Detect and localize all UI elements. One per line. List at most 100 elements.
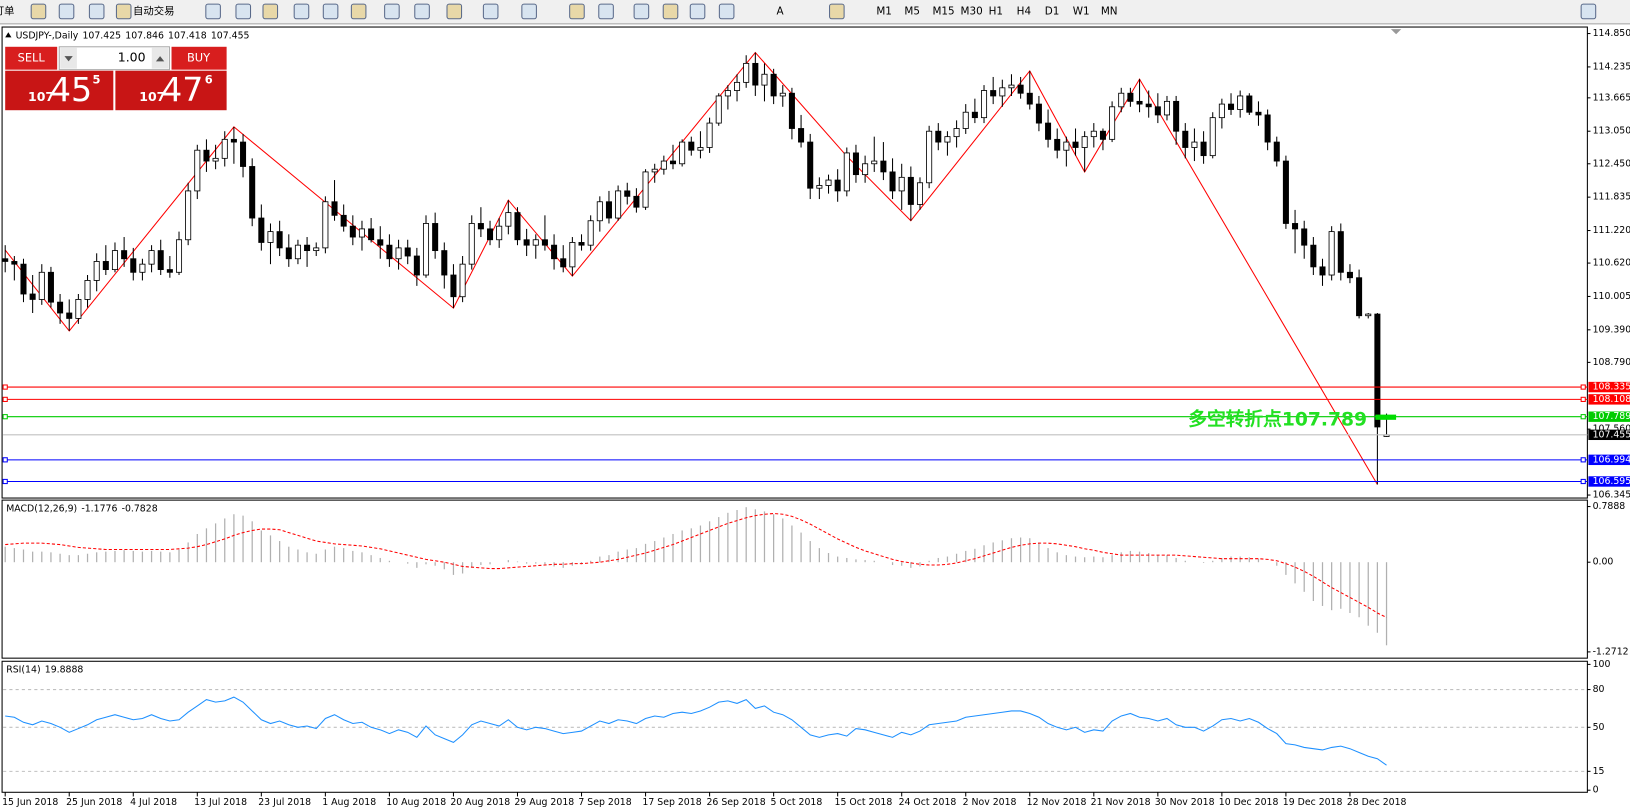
date-label: 2 Nov 2018: [963, 797, 1017, 808]
date-label: 26 Sep 2018: [706, 797, 765, 808]
candle-body: [1154, 106, 1161, 116]
timeframe-button[interactable]: M5: [904, 5, 920, 17]
candle-body: [916, 182, 924, 205]
bid-pips: 45: [50, 70, 92, 109]
toolbar-icon[interactable]: [1580, 3, 1597, 20]
candle-body: [487, 228, 494, 241]
candle-body: [615, 190, 622, 219]
toolbar-icon[interactable]: [598, 3, 614, 20]
date-label: 10 Aug 2018: [386, 797, 446, 808]
timeframe-button[interactable]: MN: [1101, 5, 1118, 17]
candle-body: [1301, 228, 1308, 246]
toolbar-icon[interactable]: [569, 3, 585, 20]
date-label: 21 Nov 2018: [1091, 797, 1151, 808]
level-label-bg: [1588, 394, 1630, 405]
candle-body: [1035, 103, 1042, 124]
candle-body: [157, 250, 164, 271]
candle-body: [331, 201, 338, 216]
sell-button[interactable]: [5, 46, 58, 70]
candle-body: [1026, 92, 1033, 105]
candle-body: [999, 87, 1006, 97]
lot-value: 1.00: [118, 50, 146, 65]
toolbar-icon[interactable]: [58, 3, 75, 20]
macd-signal: [5, 513, 1387, 618]
timeframe-button[interactable]: H4: [1017, 5, 1032, 17]
candle-body: [523, 239, 530, 246]
timeframe-button[interactable]: M1: [876, 5, 892, 17]
toolbar-icon[interactable]: [689, 3, 706, 20]
toolbar-icon[interactable]: [829, 3, 845, 20]
candle-body: [212, 157, 219, 162]
toolbar-icon[interactable]: [482, 3, 499, 20]
level-handle: [2, 414, 8, 420]
ask-box[interactable]: [115, 70, 227, 111]
candle-body: [1346, 271, 1353, 279]
timeframe-button[interactable]: H1: [989, 5, 1003, 17]
toolbar-icon[interactable]: [521, 3, 537, 20]
toolbar-icon[interactable]: [235, 3, 252, 20]
date-label: 15 Jun 2018: [2, 797, 58, 808]
candle-body: [1017, 84, 1024, 94]
toolbar-icon[interactable]: [350, 3, 367, 20]
level-label: 106.595: [1593, 476, 1630, 487]
auto-trading-button[interactable]: 自动交易: [133, 4, 175, 17]
toolbar-icon[interactable]: [293, 3, 310, 20]
candle-body: [1264, 114, 1271, 143]
toolbar-icon[interactable]: [446, 3, 463, 20]
bid-fraction: 5: [93, 73, 101, 87]
candle-body: [807, 141, 814, 189]
candle-body: [990, 90, 997, 97]
date-label: 10 Dec 2018: [1219, 797, 1279, 808]
price-tick-label: 107.560: [1593, 424, 1630, 435]
toolbar-icon[interactable]: [88, 3, 105, 20]
lot-input[interactable]: [58, 46, 170, 71]
buy-button[interactable]: [171, 46, 227, 70]
candle-body: [981, 90, 988, 119]
candle-body: [926, 130, 933, 184]
ask-handle: 107: [139, 89, 165, 104]
candle-body: [29, 293, 36, 300]
macd-tick-label: -1.2712: [1593, 646, 1629, 657]
candle-body: [1356, 277, 1363, 317]
candle-body: [514, 212, 521, 241]
candle-body: [1273, 141, 1280, 162]
candle-body: [477, 223, 484, 230]
toolbar-icon[interactable]: [30, 3, 47, 20]
candle-body: [230, 138, 237, 143]
toolbar-icon[interactable]: [262, 3, 279, 20]
toolbar-icon[interactable]: [662, 3, 679, 20]
toolbar-icon[interactable]: [718, 3, 735, 20]
price-tick-label: 108.790: [1593, 357, 1630, 368]
candle-body: [285, 247, 292, 260]
candle-body: [57, 301, 64, 314]
date-label: 17 Sep 2018: [642, 797, 701, 808]
bid-handle: 107: [28, 89, 54, 104]
candle-body: [1127, 92, 1134, 102]
candle-body: [688, 141, 695, 151]
toolbar-icon[interactable]: [384, 3, 400, 20]
date-label: 23 Jul 2018: [258, 797, 311, 808]
lot-down-arrow: [64, 56, 73, 62]
header-value: 107.455: [211, 30, 250, 41]
candle-body: [221, 138, 228, 159]
level-handle: [1580, 457, 1586, 463]
bid-box[interactable]: [5, 70, 114, 111]
toolbar-icon[interactable]: [322, 3, 339, 20]
price-tick-label: 109.390: [1593, 324, 1630, 335]
toolbar-icon[interactable]: [414, 3, 430, 20]
candle-body: [459, 263, 466, 298]
candle-body: [258, 217, 265, 243]
toolbar-icon[interactable]: [633, 3, 650, 20]
toolbar-orders[interactable]: 订单: [0, 5, 15, 17]
text-tool[interactable]: A: [777, 5, 785, 17]
candle-body: [660, 160, 667, 170]
timeframe-button[interactable]: M15: [932, 5, 954, 17]
chart-header: USDJPY-,Daily 107.425 107.846 107.418 107.45…: [16, 30, 250, 41]
level-handle: [1580, 478, 1586, 485]
timeframe-button[interactable]: M30: [961, 5, 983, 17]
toolbar-icon[interactable]: [205, 3, 221, 20]
timeframe-button[interactable]: D1: [1045, 5, 1060, 17]
timeframe-button[interactable]: W1: [1073, 5, 1090, 17]
toolbar-icon[interactable]: [115, 3, 132, 20]
